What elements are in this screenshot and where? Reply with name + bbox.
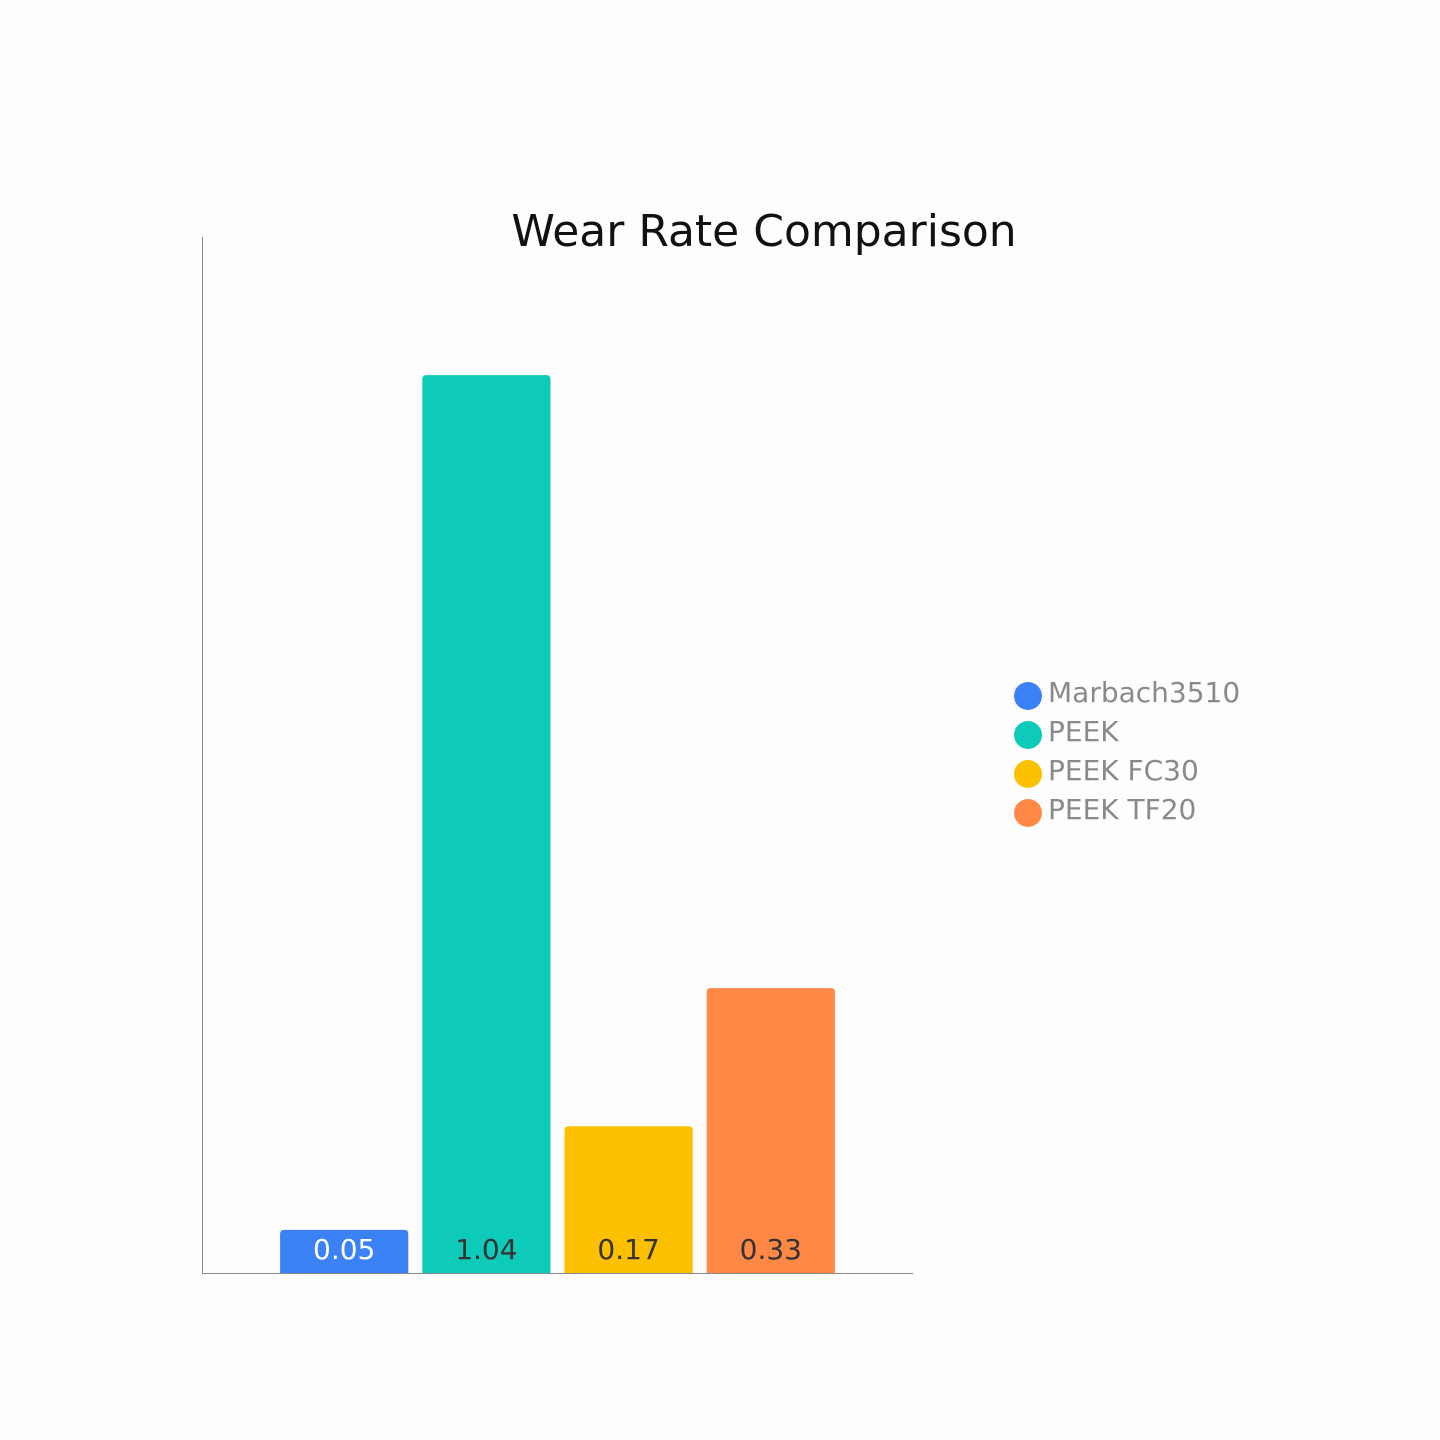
chart-title: Wear Rate Comparison bbox=[511, 206, 1016, 257]
bar bbox=[564, 1126, 693, 1273]
data-label: 0.05 bbox=[313, 1233, 375, 1266]
legend-label: PEEK TF20 bbox=[1048, 793, 1196, 826]
data-label: 0.33 bbox=[740, 1233, 802, 1266]
data-label: 0.17 bbox=[597, 1233, 659, 1266]
bar bbox=[280, 1229, 409, 1273]
legend-label: PEEK FC30 bbox=[1048, 754, 1199, 787]
legend-label: PEEK bbox=[1048, 715, 1119, 748]
bar bbox=[422, 375, 551, 1274]
legend-marker bbox=[1014, 721, 1042, 749]
bar bbox=[706, 988, 835, 1273]
legend-marker bbox=[1014, 799, 1042, 827]
data-label: 1.04 bbox=[455, 1233, 517, 1266]
legend-label: Marbach3510 bbox=[1048, 676, 1240, 709]
legend-marker bbox=[1014, 682, 1042, 710]
legend-marker bbox=[1014, 760, 1042, 788]
